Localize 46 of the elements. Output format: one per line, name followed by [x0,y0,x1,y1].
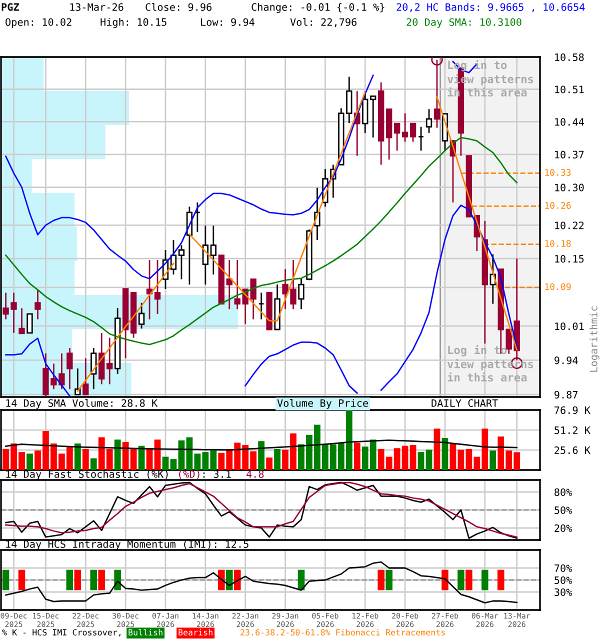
y-tick-label: 9.87 [554,390,578,399]
y-tick-label: 10.01 [555,322,584,330]
y-tick-label: 20% [554,524,572,532]
y-tick-label: 51.2 K [554,426,590,434]
y-tick-label: 50% [554,576,572,584]
y-tick-label: 10.30 [555,184,584,192]
text: % K - HCS IMI Crossover, [2,629,120,637]
text: 20 Day SMA: 10.3100 [406,18,522,28]
text: 4.8 [246,470,264,478]
y-tick-label: 25.6 K [554,446,590,454]
text: Change: -0.01 {-0.1 %} [252,3,384,13]
text: 14 Day HCS Intraday Momentum (IMI): 12.5 [6,540,248,550]
series-label: (%D) [179,470,200,480]
y-tick-label: 10.22 [555,222,584,230]
ref-line-label: 10.33 [545,169,571,176]
y-tick-label: 10.51 [555,86,584,94]
y-tick-label: 10.58 [555,53,584,62]
ref-line-label: 10.09 [545,283,571,290]
series-label: 14 Day Fast Stochastic (%K) [6,470,168,480]
y-tick-label: 10.44 [555,118,584,126]
text: 14 Day SMA Volume: 28.8 K [6,399,158,409]
text: Low: 9.94 [201,18,254,26]
ref-line-label: 10.18 [545,240,571,247]
text: Volume By Price [277,399,368,409]
text: 23.6-38.2-50-61.8% Fibonacci Retracements [240,629,445,636]
y-axis-title: Logarithmic [590,306,600,372]
text: DAILY CHART [432,399,498,407]
text: Vol: 22,796 [290,18,356,28]
y-tick-label: 80% [554,488,572,496]
text: Open: 10.02 [6,18,72,28]
text: : 3.1 [203,470,231,478]
y-tick-label: 9.94 [554,356,578,364]
text: Bullish [128,629,162,636]
ref-line-label: 10.26 [545,202,571,209]
chart-title: PGZ [2,3,19,11]
text: Bearish [178,629,212,636]
text: High: 10.15 [100,18,166,28]
text: 20,2 HC Bands: 9.9665 , 10.6654 [396,3,585,12]
y-tick-label: 10.15 [555,254,584,263]
y-tick-label: 10.37 [555,150,584,158]
text: Close: 9.96 [146,3,212,11]
text: 13-Mar-26 [70,3,124,11]
y-tick-label: 76.9 K [554,406,590,414]
y-tick-label: 50% [554,506,572,514]
y-tick-label: 70% [554,564,572,572]
y-tick-label: 30% [554,588,572,596]
